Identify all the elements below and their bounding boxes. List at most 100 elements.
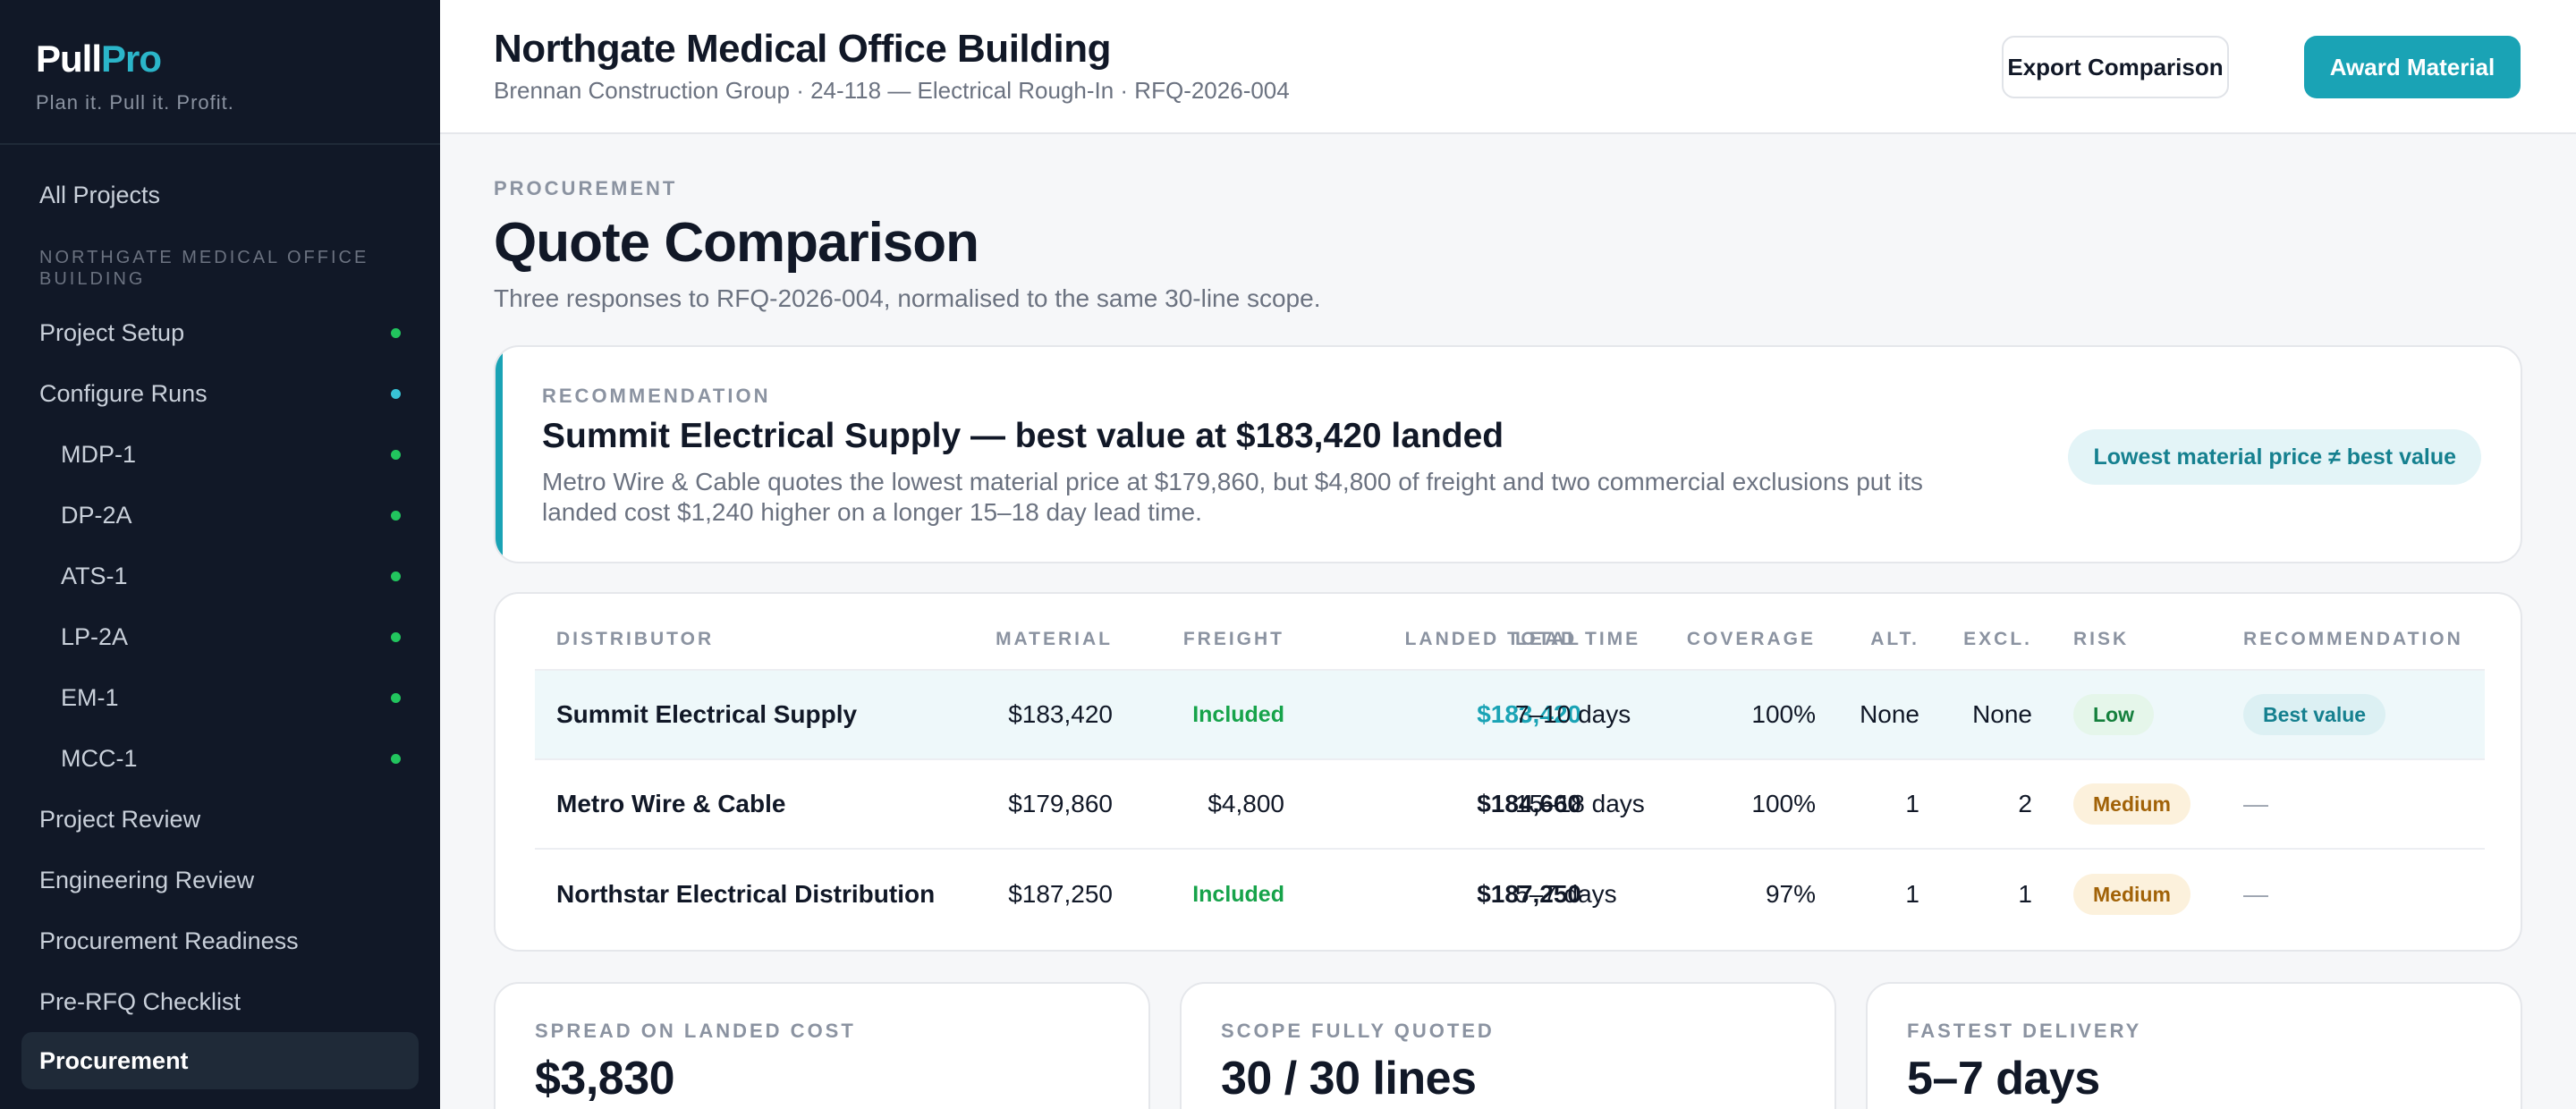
sidebar-item-label: All Projects — [39, 181, 161, 208]
sidebar-item-project-setup[interactable]: Project Setup — [0, 302, 440, 363]
column-header-distributor[interactable]: DISTRIBUTOR — [556, 629, 715, 649]
recommendation-pill: Lowest material price ≠ best value — [2068, 429, 2481, 485]
sidebar-item-all-projects[interactable]: All Projects — [0, 165, 440, 225]
material-price: $183,420 — [1008, 700, 1113, 728]
status-dot-complete — [391, 327, 401, 338]
stat-label: FASTEST DELIVERY — [1907, 1020, 2142, 1042]
column-header-coverage[interactable]: COVERAGE — [1686, 629, 1816, 649]
project-subtitle: Brennan Construction Group · 24-118 — El… — [494, 77, 1290, 104]
status-dot-complete — [391, 571, 401, 581]
sidebar-item-dp-2a[interactable]: DP-2A — [0, 485, 440, 546]
brand-name-part2: Pro — [101, 38, 162, 80]
sidebar-item-procurement-readiness[interactable]: Procurement Readiness — [0, 910, 440, 971]
award-material-button[interactable]: Award Material — [2304, 36, 2521, 98]
brand-tagline: Plan it. Pull it. Profit. — [36, 91, 234, 114]
recommendation-title: Summit Electrical Supply — best value at… — [542, 417, 1504, 455]
recommendation-cell: — — [2243, 790, 2268, 817]
page-description: Three responses to RFQ-2026-004, normali… — [494, 284, 1321, 312]
exclusions: 1 — [2018, 880, 2032, 908]
risk-badge-medium: Medium — [2073, 874, 2190, 915]
distributor-name: Metro Wire & Cable — [556, 790, 786, 817]
column-header-lead-time[interactable]: LEAD TIME — [1515, 629, 1641, 649]
table-row[interactable]: Metro Wire & Cable $179,860 $4,800 $184,… — [535, 760, 2485, 850]
landed-total: $187,250 — [1477, 880, 1581, 908]
material-price: $179,860 — [1008, 790, 1113, 817]
sidebar-item-label: MDP-1 — [61, 440, 137, 468]
sidebar-item-label: Engineering Review — [39, 866, 255, 893]
distributor-name: Northstar Electrical Distribution — [556, 880, 936, 908]
sidebar-item-label: Configure Runs — [39, 379, 208, 407]
status-dot-complete — [391, 631, 401, 642]
sidebar-item-em-1[interactable]: EM-1 — [0, 667, 440, 728]
stat-label: SPREAD ON LANDED COST — [535, 1020, 856, 1042]
sidebar-item-configure-runs[interactable]: Configure Runs — [0, 363, 440, 424]
stat-value: 30 / 30 lines — [1221, 1053, 1477, 1105]
column-header-recommendation[interactable]: RECOMMENDATION — [2243, 629, 2463, 649]
stat-value: 5–7 days — [1907, 1053, 2100, 1105]
sidebar-item-procurement[interactable]: Procurement — [21, 1032, 419, 1089]
sidebar-item-lp-2a[interactable]: LP-2A — [0, 606, 440, 667]
recommendation-accent-bar — [496, 347, 503, 562]
stat-value: $3,830 — [535, 1053, 675, 1105]
column-header-freight[interactable]: FREIGHT — [1182, 629, 1284, 649]
table-row[interactable]: Northstar Electrical Distribution $187,2… — [535, 850, 2485, 939]
coverage: 100% — [1751, 700, 1816, 728]
sidebar-item-engineering-review[interactable]: Engineering Review — [0, 850, 440, 910]
recommendation-body: Metro Wire & Cable quotes the lowest mat… — [542, 468, 1923, 526]
sidebar-item-label: Procurement Readiness — [39, 927, 299, 954]
sidebar-item-label: ATS-1 — [61, 562, 128, 589]
column-header-alternates[interactable]: ALT. — [1870, 629, 1919, 649]
page-eyebrow: PROCUREMENT — [494, 177, 678, 199]
sidebar-item-label: MCC-1 — [61, 744, 138, 772]
table-row[interactable]: Summit Electrical Supply $183,420 Includ… — [535, 671, 2485, 760]
material-price: $187,250 — [1008, 880, 1113, 908]
column-header-material[interactable]: MATERIAL — [996, 629, 1113, 649]
sidebar-item-pre-rfq-checklist[interactable]: Pre-RFQ Checklist — [0, 971, 440, 1032]
sidebar-item-label: EM-1 — [61, 683, 119, 711]
sidebar-nav: All Projects NORTHGATE MEDICAL OFFICE BU… — [0, 145, 440, 1089]
export-comparison-button[interactable]: Export Comparison — [2002, 36, 2229, 98]
lead-time: 7–10 days — [1515, 700, 1631, 728]
risk-badge-low: Low — [2073, 694, 2154, 735]
freight-cost: Included — [1192, 701, 1284, 727]
distributor-name: Summit Electrical Supply — [556, 700, 858, 728]
risk-cell: Low — [2073, 671, 2154, 758]
risk-cell: Medium — [2073, 760, 2190, 848]
exclusions: 2 — [2018, 790, 2032, 817]
stat-card-fastest-delivery: FASTEST DELIVERY 5–7 days — [1866, 982, 2522, 1109]
status-dot-complete — [391, 692, 401, 703]
recommendation-card: RECOMMENDATION Summit Electrical Supply … — [494, 345, 2522, 563]
sidebar-item-label: LP-2A — [61, 622, 129, 650]
recommendation-cell: Best value — [2243, 671, 2386, 758]
page-header: Northgate Medical Office Building Brenna… — [440, 0, 2576, 134]
sidebar: PullPro Plan it. Pull it. Profit. All Pr… — [0, 0, 440, 1109]
alternates: None — [1860, 700, 1919, 728]
best-value-badge: Best value — [2243, 694, 2386, 735]
sidebar-item-mdp-1[interactable]: MDP-1 — [0, 424, 440, 485]
exclusions: None — [1972, 700, 2032, 728]
coverage: 100% — [1751, 790, 1816, 817]
coverage: 97% — [1765, 880, 1816, 908]
status-dot-complete — [391, 510, 401, 521]
brand: PullPro Plan it. Pull it. Profit. — [0, 0, 440, 145]
landed-total: $184,660 — [1477, 790, 1581, 817]
brand-logo[interactable]: PullPro — [36, 36, 404, 82]
sidebar-item-mcc-1[interactable]: MCC-1 — [0, 728, 440, 789]
table-header-row: DISTRIBUTOR MATERIAL FREIGHT LANDED TOTA… — [535, 610, 2485, 671]
status-dot-complete — [391, 449, 401, 460]
brand-name-part1: Pull — [36, 38, 102, 80]
column-header-exclusions[interactable]: EXCL. — [1963, 629, 2032, 649]
stat-card-scope: SCOPE FULLY QUOTED 30 / 30 lines — [1180, 982, 1836, 1109]
status-dot-complete — [391, 753, 401, 764]
risk-badge-medium: Medium — [2073, 783, 2190, 825]
status-dot-active — [391, 388, 401, 399]
comparison-table: DISTRIBUTOR MATERIAL FREIGHT LANDED TOTA… — [535, 610, 2485, 939]
column-header-landed-total[interactable]: LANDED TOTAL — [1404, 629, 1581, 649]
sidebar-item-ats-1[interactable]: ATS-1 — [0, 546, 440, 606]
column-header-risk[interactable]: RISK — [2073, 629, 2130, 649]
alternates: 1 — [1905, 880, 1919, 908]
freight-cost: Included — [1192, 881, 1284, 907]
alternates: 1 — [1905, 790, 1919, 817]
sidebar-item-label: Project Setup — [39, 318, 185, 346]
sidebar-item-project-review[interactable]: Project Review — [0, 789, 440, 850]
